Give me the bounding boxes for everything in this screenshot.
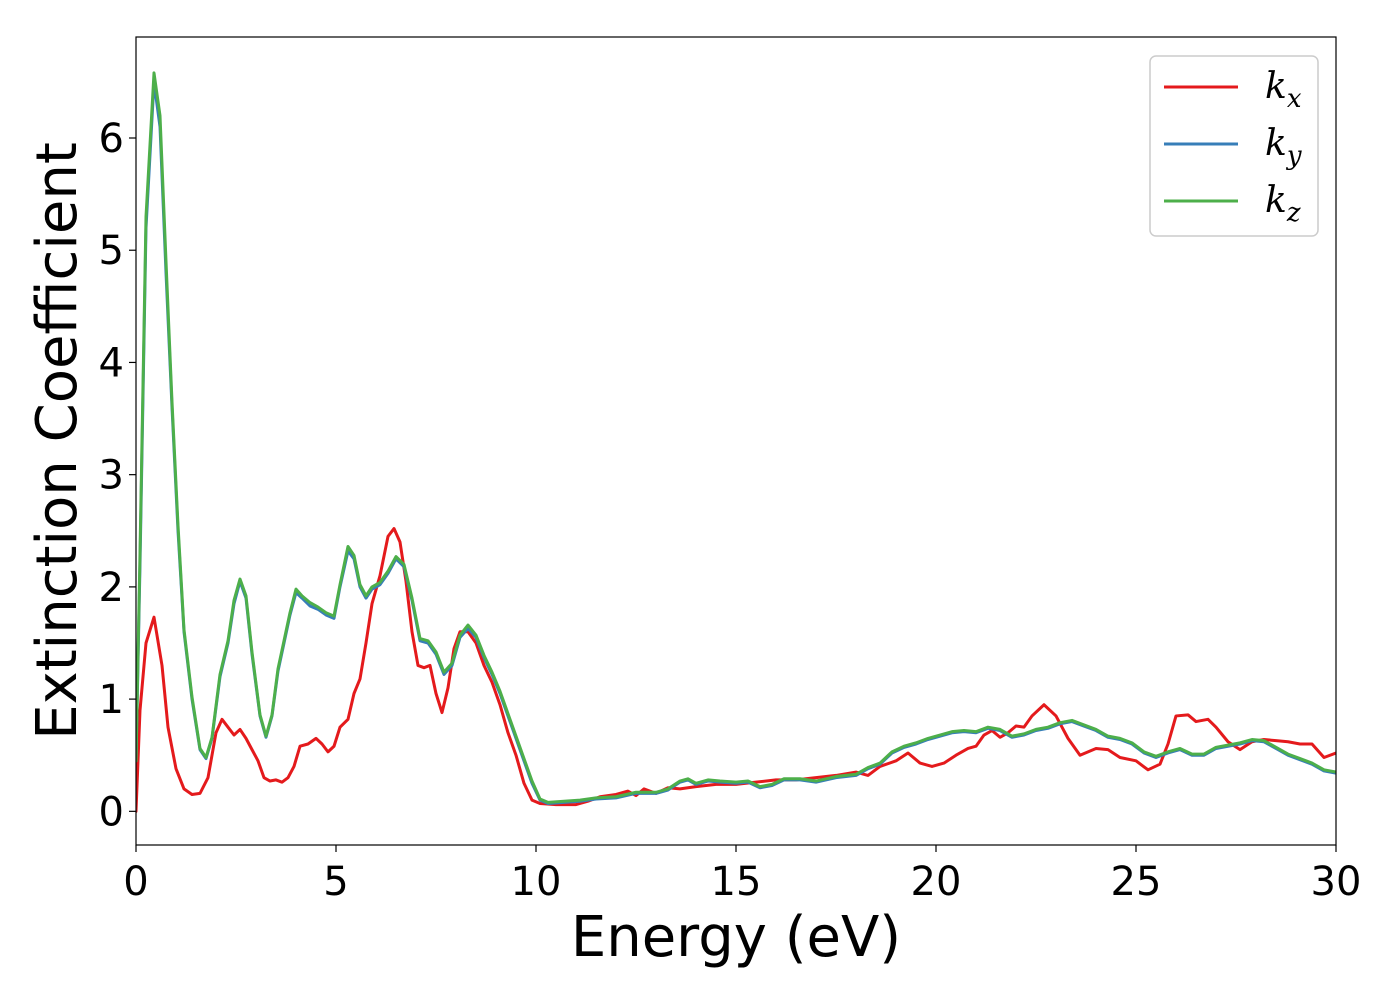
x-tick-label: 25 — [1111, 859, 1162, 905]
legend-label-kx: kx — [1265, 66, 1302, 114]
y-axis: 0 1 2 3 4 5 6 — [99, 116, 136, 835]
y-tick-label: 5 — [99, 228, 124, 274]
x-axis: 0 5 10 15 20 25 30 — [123, 845, 1361, 905]
y-axis-label: Extinction Coefficient — [25, 142, 90, 740]
series-line-kz — [136, 71, 1336, 804]
y-tick-label: 3 — [99, 453, 124, 499]
x-tick-label: 20 — [911, 859, 962, 905]
y-tick-label: 6 — [99, 116, 124, 162]
x-tick-label: 5 — [323, 859, 348, 905]
y-tick-label: 1 — [99, 677, 124, 723]
legend-box — [1149, 55, 1319, 237]
series-line-kx — [136, 527, 1336, 813]
y-tick-label: 2 — [99, 565, 124, 611]
x-axis-label: Energy (eV) — [571, 905, 901, 970]
x-tick-label: 15 — [711, 859, 762, 905]
x-tick-label: 30 — [1311, 859, 1362, 905]
x-tick-label: 10 — [511, 859, 562, 905]
legend: kx ky kz — [1149, 55, 1319, 237]
legend-label-ky: ky — [1265, 123, 1302, 171]
x-tick-label: 0 — [123, 859, 148, 905]
legend-label-kz: kz — [1265, 180, 1301, 228]
y-tick-label: 0 — [99, 789, 124, 835]
series-layer — [136, 71, 1336, 813]
y-tick-label: 4 — [99, 340, 124, 386]
